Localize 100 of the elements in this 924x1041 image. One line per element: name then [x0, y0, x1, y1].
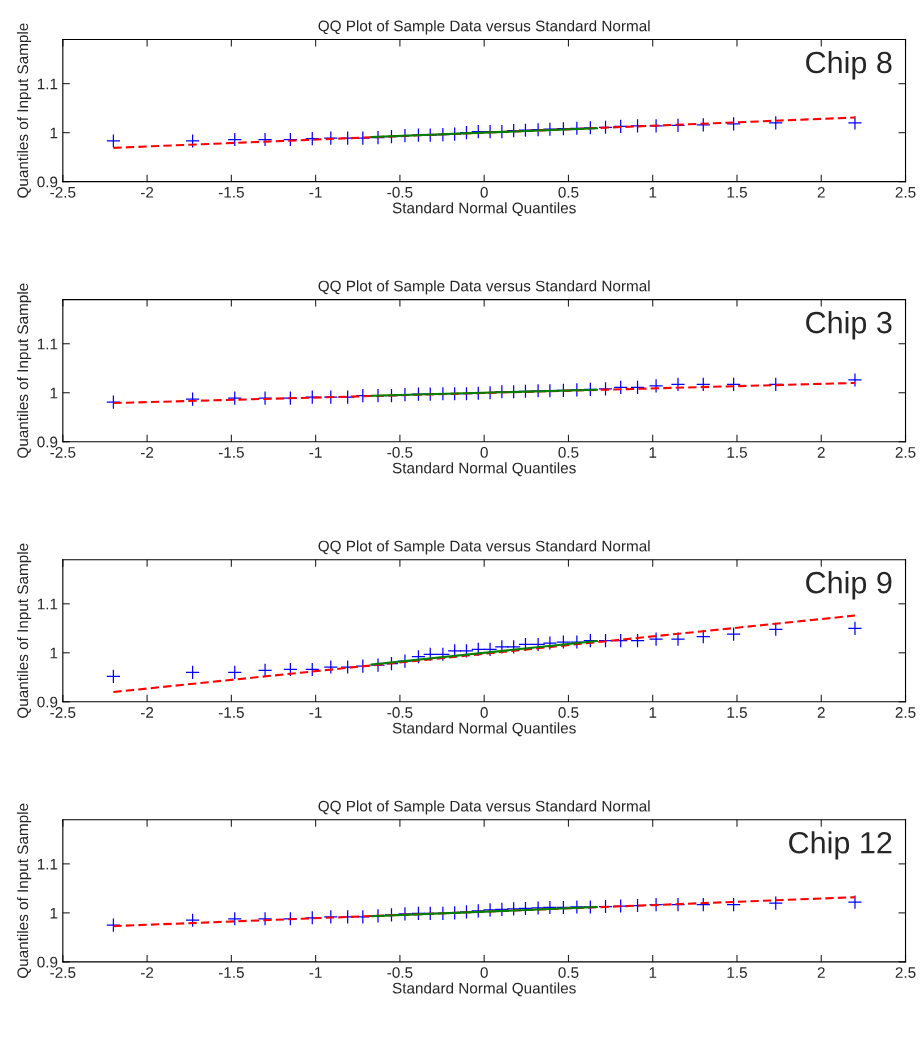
y-tick-label: 0.9: [37, 176, 58, 188]
x-tick-label: -1: [309, 707, 322, 718]
x-tick-label: 2.5: [895, 447, 916, 458]
point: [323, 130, 339, 146]
y-tick-label: 0.9: [37, 696, 58, 708]
annotation: Chip 3: [806, 311, 892, 340]
x-tick-label: 1.5: [727, 187, 747, 198]
point: [768, 895, 783, 911]
y-tick-label: 0.9: [37, 436, 58, 448]
x-tick-label: -1: [309, 187, 322, 198]
point: [569, 634, 585, 650]
point: [670, 377, 686, 392]
point: [506, 639, 521, 655]
point: [106, 394, 121, 410]
x-axis-title: Standard Normal Quantiles: [392, 462, 576, 477]
annotation: Chip 9: [806, 571, 892, 600]
point: [630, 380, 645, 395]
point: [598, 381, 613, 397]
point: [530, 900, 546, 916]
point: [598, 633, 613, 648]
point: [227, 132, 242, 147]
point: [185, 133, 200, 149]
y-tick-label: 1.1: [37, 78, 58, 90]
x-tick-label: -0.5: [387, 707, 413, 718]
point: [185, 391, 200, 407]
point: [227, 911, 242, 926]
x-tick-label: 0: [480, 186, 488, 198]
x-tick-label: -2: [140, 186, 154, 198]
y-tick-label: 1.1: [37, 338, 58, 350]
point: [670, 118, 686, 133]
point: [397, 906, 413, 922]
point: [471, 903, 486, 919]
point: [768, 115, 783, 131]
y-tick-label: 1: [50, 127, 58, 139]
x-tick-label: 1.5: [727, 447, 747, 458]
point: [648, 378, 664, 394]
x-tick-label: -1: [309, 967, 322, 978]
point: [648, 118, 664, 134]
point: [542, 635, 558, 651]
y-tick-label: 1.1: [37, 858, 58, 870]
point: [530, 637, 546, 652]
point: [494, 902, 510, 917]
x-tick-label: -1.5: [218, 447, 244, 458]
point: [847, 894, 863, 910]
y-tick-label: 1: [50, 647, 58, 659]
x-tick-label: -2.5: [50, 186, 76, 198]
point: [323, 659, 339, 675]
x-tick-label: -2: [140, 707, 154, 718]
point: [185, 665, 200, 680]
annotation: Chip 12: [789, 831, 892, 860]
point: [283, 662, 298, 677]
x-tick-label: 1: [649, 447, 657, 458]
point: [494, 639, 510, 655]
x-tick-label: -1: [309, 447, 322, 458]
point: [482, 902, 498, 918]
point: [696, 117, 711, 133]
chart-title: QQ Plot of Sample Data versus Standard Normal: [318, 20, 650, 35]
point: [726, 897, 741, 912]
x-tick-label: -0.5: [387, 447, 413, 458]
y-axis-title: Quantiles of Input Sample: [16, 283, 32, 458]
chart-title: QQ Plot of Sample Data versus Standard Normal: [318, 280, 650, 295]
point: [518, 901, 533, 916]
point: [648, 897, 664, 912]
x-tick-label: -1.5: [218, 187, 244, 198]
point: [847, 621, 863, 636]
point: [847, 115, 863, 131]
point: [257, 132, 273, 147]
point: [305, 662, 320, 677]
x-axis-title: Standard Normal Quantiles: [392, 982, 576, 997]
point: [613, 380, 628, 395]
x-tick-label: -2: [140, 967, 154, 978]
chart-title: QQ Plot of Sample Data versus Standard Normal: [318, 800, 650, 815]
point: [569, 899, 585, 915]
point: [106, 133, 121, 149]
y-tick-label: 1.1: [37, 598, 58, 610]
x-tick-label: 0: [480, 967, 488, 978]
point: [106, 669, 121, 684]
x-tick-label: -2.5: [50, 707, 76, 718]
point: [323, 389, 339, 405]
point: [847, 372, 863, 388]
point: [726, 377, 741, 392]
point: [670, 897, 686, 912]
x-axis-title: Standard Normal Quantiles: [392, 202, 576, 217]
x-tick-label: -0.5: [387, 186, 413, 198]
point: [556, 634, 571, 650]
x-tick-label: 0.5: [558, 967, 579, 978]
x-tick-label: -2.5: [50, 967, 76, 978]
x-tick-label: 0.5: [558, 447, 579, 458]
x-tick-label: 1: [649, 707, 657, 718]
point: [630, 633, 645, 648]
x-tick-label: 1: [649, 967, 657, 978]
x-tick-label: 0: [480, 447, 488, 458]
x-tick-label: -1.5: [218, 967, 244, 978]
point: [696, 377, 711, 392]
x-tick-label: -2.5: [50, 447, 76, 458]
point: [726, 626, 741, 642]
point: [257, 663, 273, 678]
x-axis-title: Standard Normal Quantiles: [392, 722, 576, 737]
x-tick-label: 0.5: [558, 186, 579, 198]
x-tick-label: 2.5: [895, 967, 916, 978]
